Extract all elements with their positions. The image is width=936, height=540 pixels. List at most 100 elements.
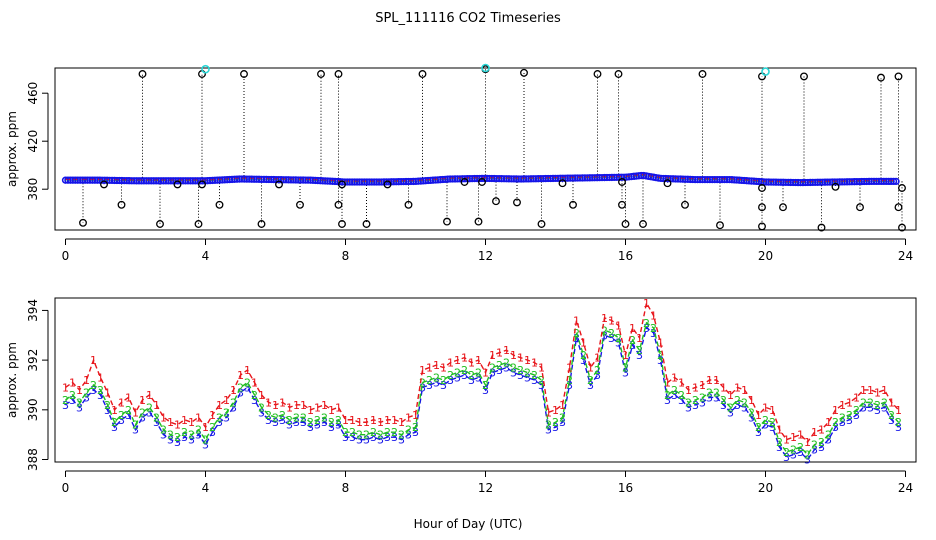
series-1-point: 1: [370, 414, 377, 427]
series-1-point: 1: [622, 349, 629, 362]
series-3-point: 3: [860, 401, 867, 414]
outlier-point: [831, 182, 840, 191]
series-2-point: 2: [146, 401, 153, 414]
series-2-point: 2: [818, 436, 825, 449]
outlier-point: [513, 198, 521, 207]
series-2-point: 2: [650, 322, 657, 335]
outlier-point: [460, 178, 469, 186]
series-2-point: 2: [468, 369, 475, 382]
series-3-point: 3: [874, 404, 881, 417]
series-3-point: 3: [685, 401, 692, 414]
outlier-point: [492, 197, 500, 206]
series-2-point: 2: [832, 416, 839, 429]
bottom-y-tick-label: 388: [26, 448, 40, 471]
series-3-point: 3: [776, 441, 783, 454]
series-2-point: 2: [391, 426, 398, 439]
outlier-point: [418, 70, 427, 78]
outlier-point: [474, 217, 483, 226]
series-3-point: 3: [804, 454, 811, 467]
bottom-x-tick-label: 20: [758, 481, 773, 495]
series-2-point: 2: [118, 409, 125, 422]
outlier-point: [898, 223, 906, 232]
series-1-point: 1: [391, 414, 398, 427]
series-1-point: 1: [132, 406, 139, 419]
series-3-point: 3: [839, 416, 846, 429]
series-1-point: 1: [90, 354, 97, 367]
series-2-point: 2: [741, 396, 748, 409]
series-1-point: 1: [356, 416, 363, 429]
series-2-point: 2: [174, 431, 181, 444]
series-1-point: 1: [153, 399, 160, 412]
series-1-point: 1: [839, 399, 846, 412]
outlier-point: [663, 179, 672, 188]
series-2-point: 2: [237, 381, 244, 394]
series-3-point: 3: [195, 429, 202, 442]
top-x-tick-label: 0: [62, 249, 70, 263]
series-1-point: 1: [769, 404, 776, 417]
outlier-point: [362, 220, 371, 228]
series-2-point: 2: [307, 416, 314, 429]
outlier-point: [240, 70, 248, 78]
series-1-point: 1: [174, 419, 181, 432]
series-3-point: 3: [440, 379, 447, 392]
series-2-point: 2: [440, 374, 447, 387]
top-x-tick-label: 8: [342, 249, 350, 263]
series-1-point: 1: [349, 414, 356, 427]
outlier-point: [117, 200, 126, 209]
series-3-point: 3: [377, 434, 384, 447]
series-3-line: [65, 326, 900, 461]
series-2-point: 2: [629, 334, 636, 347]
cyan-point: [481, 63, 490, 73]
series-1-point: 1: [412, 409, 419, 422]
series-3-point: 3: [517, 369, 524, 382]
bottom-x-tick-label: 8: [342, 481, 350, 495]
outlier-point: [275, 180, 283, 189]
series-2-point: 2: [839, 411, 846, 424]
series-1-point: 1: [650, 309, 657, 322]
baseline-point: [892, 178, 900, 185]
series-2-point: 2: [587, 374, 594, 387]
series-1-point: 1: [783, 434, 790, 447]
series-3-point: 3: [706, 391, 713, 404]
series-3-point: 3: [181, 431, 188, 444]
series-3-point: 3: [272, 416, 279, 429]
series-2-point: 2: [223, 406, 230, 419]
series-1-point: 1: [517, 352, 524, 365]
series-1-point: 1: [853, 391, 860, 404]
baseline-point: [890, 178, 897, 185]
series-1-point: 1: [671, 372, 678, 385]
series-2-point: 2: [888, 409, 895, 422]
outlier-point: [537, 220, 546, 228]
series-3-point: 3: [748, 411, 755, 424]
outlier-point: [800, 72, 808, 81]
series-1-point: 1: [307, 404, 314, 417]
series-1-point: 1: [181, 414, 188, 427]
series-2-point: 2: [825, 429, 832, 442]
series-1-point: 1: [237, 369, 244, 382]
series-1-point: 1: [433, 359, 440, 372]
series-1-point: 1: [496, 347, 503, 360]
series-3-point: 3: [97, 389, 104, 402]
series-1-point: 1: [482, 367, 489, 380]
series-2-point: 2: [412, 421, 419, 434]
series-1-point: 1: [209, 409, 216, 422]
series-2-point: 2: [706, 386, 713, 399]
series-2-point: 2: [846, 409, 853, 422]
series-3-point: 3: [384, 431, 391, 444]
series-2-point: 2: [265, 409, 272, 422]
series-2-point: 2: [314, 414, 321, 427]
series-3-point: 3: [629, 339, 636, 352]
series-3-point: 3: [699, 396, 706, 409]
series-2-point: 2: [552, 416, 559, 429]
bottom-y-tick-label: 390: [26, 398, 40, 421]
top-y-axis-label: approx. ppm: [5, 111, 19, 187]
series-3-point: 3: [363, 434, 370, 447]
series-2-point: 2: [678, 389, 685, 402]
outlier-point: [173, 180, 182, 189]
series-3-point: 3: [342, 431, 349, 444]
series-3-point: 3: [468, 374, 475, 387]
bottom-y-axis: 388 390 392 394: [26, 299, 49, 471]
chart-title: SPL_111116 CO2 Timeseries: [375, 11, 561, 26]
series-2-point: 2: [426, 374, 433, 387]
series-3-point: 3: [104, 404, 111, 417]
